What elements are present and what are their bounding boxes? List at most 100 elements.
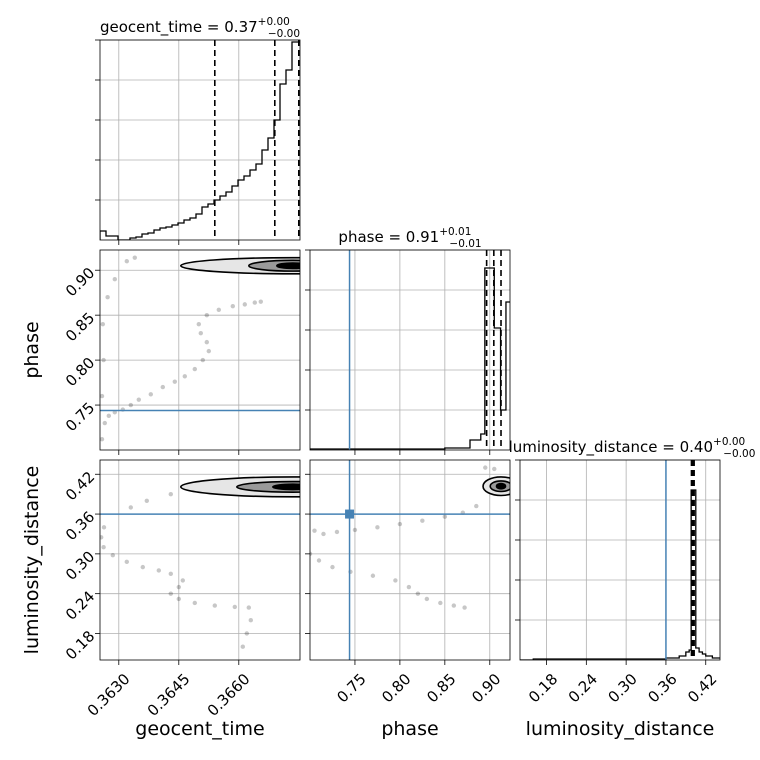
sample-point — [334, 529, 340, 535]
sample-point — [204, 312, 209, 318]
sample-point — [204, 339, 209, 345]
sample-point — [252, 300, 257, 305]
density-phase_vs_geocent_time — [100, 255, 300, 442]
ylabel-luminosity_distance: luminosity_distance — [21, 466, 43, 655]
sample-point — [200, 357, 205, 363]
x-tick-label: 0.3660 — [204, 670, 254, 720]
sample-point — [136, 397, 141, 402]
sample-point — [312, 528, 317, 533]
sample-point — [206, 348, 211, 354]
sample-point — [393, 578, 398, 583]
sample-point — [192, 366, 197, 372]
sample-point — [168, 571, 173, 576]
sample-point — [330, 564, 335, 570]
sample-point — [474, 503, 479, 509]
density-luminosity_distance_vs_geocent_time — [100, 476, 300, 649]
sample-point — [124, 259, 129, 264]
x-tick-label: 0.85 — [423, 670, 459, 706]
x-tick-label: 0.3645 — [144, 670, 194, 720]
sample-point — [462, 605, 467, 610]
sample-point — [100, 321, 106, 327]
sample-point — [168, 591, 173, 596]
x-tick-label: 0.3630 — [84, 670, 134, 720]
sample-point — [415, 591, 421, 596]
histogram-geocent_time — [100, 40, 300, 240]
sample-point — [156, 568, 161, 573]
sample-point — [105, 294, 110, 300]
title-phase: phase = 0.91+0.01 −0.01 — [338, 226, 481, 250]
scatter-panel-phase_vs_geocent_time: 0.75 0.80 0.85 0.90 — [62, 249, 301, 455]
x-tick-label: 0.18 — [525, 670, 561, 706]
gridlines — [520, 459, 720, 660]
sample-point — [128, 402, 133, 408]
sample-point — [420, 518, 425, 523]
contour-level-3 — [495, 482, 507, 490]
hist-panel-phase — [305, 249, 511, 455]
hist-panel-geocent_time — [95, 39, 301, 245]
sample-point — [248, 617, 253, 623]
sample-point — [101, 357, 106, 363]
sample-point — [316, 558, 322, 563]
sample-point — [172, 379, 177, 384]
sample-point — [110, 552, 116, 558]
sample-point — [100, 535, 104, 540]
scatter-panel-luminosity_distance_vs_phase: 0.75 0.80 0.85 0.90 — [305, 459, 511, 706]
y-tick-label: 0.24 — [62, 587, 98, 623]
sample-point — [246, 605, 251, 610]
truth-marker — [345, 509, 355, 519]
xlabel-phase: phase — [381, 718, 438, 740]
hist-step — [310, 267, 510, 450]
sample-point — [232, 604, 237, 610]
panel-frame — [99, 249, 301, 451]
sample-point — [406, 584, 412, 590]
sample-point — [198, 330, 203, 336]
sample-point — [196, 321, 201, 327]
sample-point — [100, 393, 105, 399]
sample-point — [244, 631, 249, 636]
sample-point — [160, 384, 165, 390]
sample-point — [176, 596, 181, 602]
x-tick-label: 0.36 — [644, 670, 680, 706]
x-tick-label: 0.80 — [378, 670, 414, 706]
y-tick-label: 0.90 — [62, 264, 98, 300]
x-tick-label: 0.90 — [468, 670, 504, 706]
sample-point — [442, 514, 448, 519]
sample-point — [424, 596, 430, 602]
sample-point — [132, 255, 137, 260]
panel-frame — [99, 459, 301, 661]
sample-point — [144, 498, 149, 503]
hist-step — [520, 489, 720, 660]
gridlines — [100, 250, 300, 450]
sample-point — [100, 437, 105, 442]
x-tick-label: 0.42 — [684, 670, 720, 706]
sample-point — [240, 644, 245, 649]
sample-point — [176, 584, 181, 590]
title-luminosity_distance: luminosity_distance = 0.40+0.00 −0.00 — [509, 436, 756, 460]
histogram-luminosity_distance — [520, 460, 720, 660]
sample-point — [168, 491, 173, 497]
sample-point — [148, 392, 153, 397]
sample-point — [192, 600, 197, 606]
y-tick-label: 0.75 — [62, 399, 98, 435]
x-tick-label: 0.30 — [605, 670, 641, 706]
sample-point — [397, 521, 403, 527]
sample-point — [140, 564, 145, 570]
sample-point — [180, 578, 185, 583]
sample-point — [451, 603, 457, 608]
gridlines — [100, 39, 300, 240]
y-tick-label: 0.80 — [62, 354, 98, 390]
sample-point — [352, 527, 358, 533]
histogram-phase — [310, 250, 510, 450]
y-tick-label: 0.42 — [62, 468, 98, 504]
sample-point — [216, 307, 221, 312]
y-tick-label: 0.85 — [62, 309, 98, 345]
ylabel-phase: phase — [21, 321, 43, 378]
sample-point — [101, 525, 107, 530]
sample-point — [128, 505, 133, 510]
density-luminosity_distance_vs_phase — [310, 460, 510, 660]
y-tick-label: 0.30 — [62, 548, 98, 584]
hist-step — [100, 41, 300, 240]
sample-point — [112, 277, 118, 282]
y-tick-label: 0.36 — [62, 508, 98, 544]
x-tick-label: 0.24 — [565, 670, 601, 706]
